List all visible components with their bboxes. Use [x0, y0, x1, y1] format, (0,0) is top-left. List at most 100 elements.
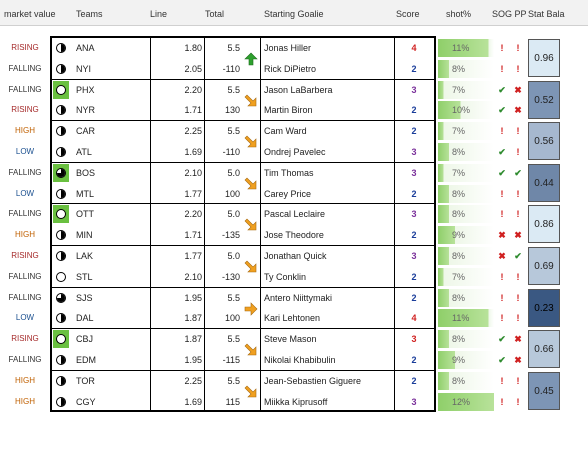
pp-indicator: ! — [516, 271, 520, 282]
goalie-name[interactable]: Jason LaBarbera — [264, 84, 333, 95]
goalie-name[interactable]: Jean-Sebastien Giguere — [264, 375, 362, 386]
stat-balance-box: 0.45 — [528, 371, 560, 410]
game-divider — [50, 161, 436, 163]
market-value: FALLING — [8, 63, 42, 73]
team-code[interactable]: LAK — [76, 251, 94, 261]
goalie-name[interactable]: Pascal Leclaire — [264, 209, 326, 220]
goalie-name[interactable]: Nikolai Khabibulin — [264, 355, 336, 365]
team-code[interactable]: OTT — [76, 209, 94, 220]
total-value: 5.0 — [227, 167, 240, 178]
sog-indicator: ! — [500, 63, 504, 74]
team-code[interactable]: CBJ — [76, 334, 94, 345]
team-row[interactable]: FALLING BOS 2.10 5.0 Tim Thomas 3 7% ✔ ✔ — [0, 163, 588, 183]
shot-percent: 8% — [438, 59, 494, 78]
team-row[interactable]: FALLING NYI 2.05 -110 Rick DiPietro 2 8%!! — [0, 59, 588, 79]
team-code[interactable]: CAR — [76, 126, 96, 137]
goalie-name[interactable]: Martin Biron — [264, 105, 313, 116]
goalie-name[interactable]: Jose Theodore — [264, 230, 324, 241]
team-code[interactable]: TOR — [76, 375, 95, 386]
team-row[interactable]: RISING CBJ 1.87 5.5 Steve Mason 3 8% ✔ ✖ — [0, 329, 588, 349]
header-teams: Teams — [76, 9, 103, 19]
harvey-ball-icon — [56, 230, 66, 241]
total-value: 5.5 — [227, 334, 240, 345]
column-divider — [204, 36, 205, 412]
team-code[interactable]: DAL — [76, 313, 94, 324]
goalie-name[interactable]: Ty Conklin — [264, 271, 307, 282]
goalie-name[interactable]: Rick DiPietro — [264, 63, 317, 74]
total-value: 5.5 — [227, 375, 240, 386]
team-row[interactable]: HIGH TOR 2.25 5.5 Jean-Sebastien Giguere 2 8%!… — [0, 371, 588, 391]
goalie-name[interactable]: Cam Ward — [264, 126, 307, 137]
score-value: 3 — [411, 209, 417, 220]
harvey-ball-icon — [56, 43, 66, 53]
team-row[interactable]: FALLING EDM 1.95 -115 Nikolai Khabibulin 2 9% ✔… — [0, 350, 588, 370]
team-row[interactable]: LOW ATL 1.69 -110 Ondrej Pavelec 3 8% ✔! — [0, 142, 588, 162]
team-row[interactable]: RISING ANA 1.80 5.5 Jonas Hiller 4 11%!! — [0, 38, 588, 58]
goalie-name[interactable]: Jonathan Quick — [264, 251, 327, 261]
team-code[interactable]: ANA — [76, 43, 95, 53]
score-value: 2 — [411, 63, 417, 74]
shot-percent: 7% — [438, 267, 494, 286]
team-code[interactable]: EDM — [76, 355, 96, 365]
goalie-name[interactable]: Antero Niittymaki — [264, 292, 333, 303]
goalie-name[interactable]: Ondrej Pavelec — [264, 147, 326, 157]
goalie-name[interactable]: Jonas Hiller — [264, 43, 312, 53]
goalie-name[interactable]: Miikka Kiprusoff — [264, 396, 328, 407]
goalie-name[interactable]: Carey Price — [264, 188, 312, 199]
goalie-name[interactable]: Tim Thomas — [264, 167, 314, 178]
market-value: FALLING — [8, 271, 42, 281]
sog-indicator: ✖ — [498, 230, 506, 241]
team-row[interactable]: LOW DAL 1.87 100 Kari Lehtonen 4 11%!! — [0, 308, 588, 328]
sog-indicator: ! — [500, 271, 504, 282]
team-code[interactable]: NYI — [76, 63, 92, 74]
pp-indicator: ! — [516, 126, 520, 137]
sog-indicator: ! — [500, 313, 504, 324]
team-row[interactable]: HIGH CGY 1.69 115 Miikka Kiprusoff 3 12%!! — [0, 392, 588, 412]
score-value: 3 — [411, 396, 417, 407]
line-value: 2.25 — [184, 375, 202, 386]
team-code[interactable]: NYR — [76, 105, 96, 116]
team-row[interactable]: FALLING OTT 2.20 5.0 Pascal Leclaire 3 8%!! — [0, 204, 588, 224]
stat-balance-box: 0.44 — [528, 163, 560, 202]
pp-indicator: ✖ — [514, 105, 522, 116]
score-value: 2 — [411, 375, 417, 386]
team-code[interactable]: PHX — [76, 84, 95, 95]
arrow-down-right-icon — [244, 135, 257, 148]
header-sog-pp: SOG PP — [492, 9, 527, 19]
market-value: RISING — [11, 334, 39, 344]
team-code[interactable]: MTL — [76, 188, 94, 199]
sog-indicator: ! — [500, 396, 504, 407]
score-value: 2 — [411, 271, 417, 282]
sog-indicator: ✔ — [498, 334, 506, 345]
harvey-ball-icon — [56, 126, 66, 137]
team-row[interactable]: HIGH MIN 1.71 -135 Jose Theodore 2 9% ✖ ✖ — [0, 225, 588, 245]
team-code[interactable]: BOS — [76, 167, 96, 178]
total-value: -115 — [222, 355, 240, 365]
team-row[interactable]: LOW MTL 1.77 100 Carey Price 2 8%!! — [0, 184, 588, 204]
team-code[interactable]: ATL — [76, 147, 92, 157]
team-code[interactable]: MIN — [76, 230, 93, 241]
total-value: 5.0 — [227, 251, 240, 261]
team-code[interactable]: SJS — [76, 292, 93, 303]
goalie-name[interactable]: Steve Mason — [264, 334, 317, 345]
stat-balance-box: 0.69 — [528, 247, 560, 285]
harvey-ball-icon — [56, 292, 66, 303]
team-row[interactable]: FALLING SJS 1.95 5.5 Antero Niittymaki 2 8%!! — [0, 288, 588, 308]
team-code[interactable]: STL — [76, 271, 93, 282]
team-code[interactable]: CGY — [76, 396, 96, 407]
team-row[interactable]: RISING LAK 1.77 5.0 Jonathan Quick 3 8% ✖ ✔ — [0, 246, 588, 266]
team-row[interactable]: FALLING PHX 2.20 5.5 Jason LaBarbera 3 7% ✔ ✖ — [0, 80, 588, 100]
stat-balance-box: 0.66 — [528, 330, 560, 369]
shot-percent: 7% — [438, 80, 494, 99]
harvey-ball-icon — [56, 313, 66, 324]
goalie-name[interactable]: Kari Lehtonen — [264, 313, 321, 324]
sog-indicator: ✔ — [498, 84, 506, 95]
team-row[interactable]: FALLING STL 2.10 -130 Ty Conklin 2 7%!! — [0, 267, 588, 287]
column-divider — [434, 36, 435, 412]
line-value: 1.80 — [184, 43, 202, 53]
game-divider — [50, 369, 436, 371]
total-value: 100 — [224, 313, 240, 324]
harvey-ball-icon — [56, 188, 66, 199]
team-row[interactable]: RISING NYR 1.71 130 Martin Biron 2 10% ✔ ✖ — [0, 100, 588, 120]
team-row[interactable]: HIGH CAR 2.25 5.5 Cam Ward 2 7%!! — [0, 121, 588, 141]
